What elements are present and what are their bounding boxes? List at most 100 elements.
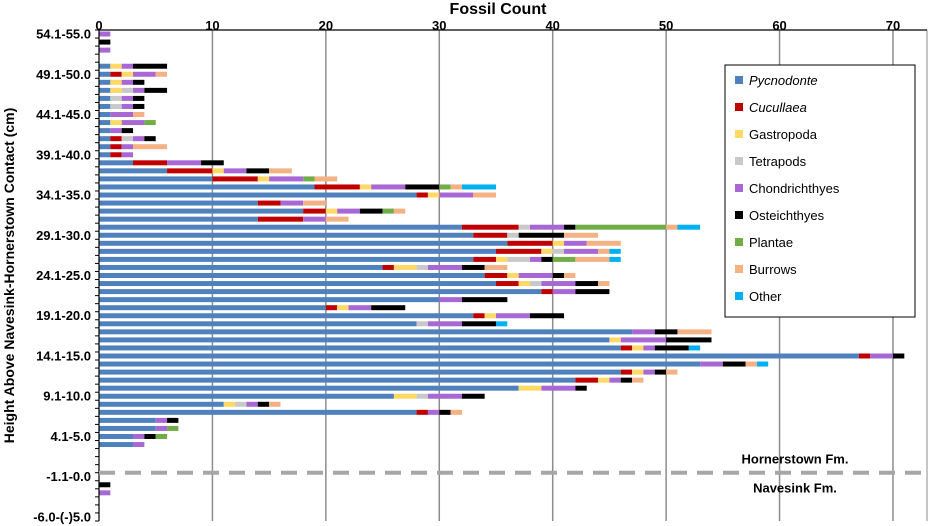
bar-segment-gastropoda [212,168,224,174]
bar-segment-pycnodonte [99,152,111,158]
bar-segment-burrows [666,224,678,230]
bar-segment-chondrichthyes [121,79,134,85]
bar-segment-pycnodonte [99,305,326,311]
bar-segment-osteichthyes [133,79,145,85]
bar-segment-osteichthyes [144,87,168,93]
legend-label: Osteichthyes [749,208,825,223]
bar-segment-osteichthyes [575,281,599,287]
x-tick-label: 30 [432,18,446,33]
bar-segment-cucullaea [416,409,428,415]
y-tick-label: 19.1-20.0 [36,308,91,323]
bar-segment-burrows [314,176,338,182]
stacked-bars [99,31,905,496]
bar-segment-pycnodonte [99,136,111,142]
bar-segment-chondrichthyes [427,321,462,327]
bar-segment-gastropoda [257,176,270,182]
bar-segment-other [756,361,769,367]
bar-segment-cucullaea [473,232,508,238]
bar-segment-osteichthyes [133,95,145,101]
bar-segment-gastropoda [223,401,236,407]
bar-segment-burrows [564,273,576,278]
bar-segment-burrows [677,329,712,335]
bar-segment-pycnodonte [99,168,168,174]
bar-segment-gastropoda [541,248,553,254]
y-axis-label: Height Above Navesink-Hornerstown Contac… [1,108,17,444]
bar-segment-osteichthyes [99,39,111,45]
hornerstown-label: Hornerstown Fm. [742,452,849,467]
bar-segment-chondrichthyes [99,31,111,37]
bar-segment-burrows [450,184,462,190]
legend-label: Pycnodonte [749,73,818,88]
bar-segment-burrows [598,248,610,254]
bar-segment-burrows [745,361,757,367]
bar-segment-chondrichthyes [552,289,576,295]
bar-segment-osteichthyes [654,345,689,351]
bar-segment-plantae [575,224,667,230]
bar-segment-cucullaea [473,313,485,319]
bar-segment-osteichthyes [530,313,565,319]
bar-segment-pycnodonte [99,393,394,399]
bar-segment-chondrichthyes [223,168,247,174]
bar-segment-other [688,345,701,351]
bar-segment-other [609,256,621,262]
bar-segment-pycnodonte [99,232,474,238]
bar-segment-chondrichthyes [439,297,462,303]
bar-segment-pycnodonte [99,442,134,448]
bar-segment-chondrichthyes [564,248,599,254]
bar-segment-burrows [666,369,678,375]
bar-segment-chondrichthyes [541,281,576,287]
bar-segment-osteichthyes [461,297,508,303]
bar-segment-pycnodonte [99,337,610,343]
bar-segment-pycnodonte [99,95,111,101]
bar-segment-osteichthyes [575,289,610,295]
bar-segment-gastropoda [609,337,621,343]
bar-segment-burrows [133,112,145,118]
bar-segment-pycnodonte [99,417,156,423]
bar-segment-osteichthyes [371,305,406,311]
navesink-label: Navesink Fm. [753,481,837,496]
bar-segment-osteichthyes [654,329,678,335]
bar-segment-osteichthyes [461,393,485,399]
bar-segment-cucullaea [620,369,633,375]
axes: 0 10 20 30 40 50 60 70 54.1-55.0 49.1-50.0 44.1-45… [33,18,927,524]
bar-segment-cucullaea [473,256,496,262]
bar-segment-osteichthyes [518,232,565,238]
bar-segment-osteichthyes [257,401,270,407]
bar-segment-pycnodonte [99,321,417,327]
bar-segment-chondrichthyes [133,442,145,448]
bar-segment-burrows [484,264,508,270]
bar-segment-pycnodonte [99,329,633,335]
bar-segment-pycnodonte [99,87,111,93]
bar-segment-chondrichthyes [121,152,134,158]
bar-segment-cucullaea [110,136,122,142]
bar-segment-chondrichthyes [337,208,360,214]
bar-segment-cucullaea [314,184,360,190]
bar-segment-cucullaea [257,200,281,206]
formation-contact: Hornerstown Fm. Navesink Fm. [99,452,927,496]
bar-segment-cucullaea [382,264,394,270]
bar-segment-osteichthyes [666,337,712,343]
bar-segment-pycnodonte [99,256,474,262]
bar-segment-cucullaea [541,289,553,295]
bar-segment-plantae [155,433,168,439]
legend: Pycnodonte Cucullaea Gastropoda Tetrapods Ch… [724,64,916,318]
bar-segment-osteichthyes [620,377,633,383]
x-tick-label: 40 [545,18,559,33]
x-tick-label: 0 [95,18,102,33]
legend-box [724,64,916,318]
bar-segment-cucullaea [495,248,542,254]
bar-segment-chondrichthyes [121,63,134,69]
legend-swatch [735,211,743,219]
bar-segment-cucullaea [416,192,428,198]
bar-segment-pycnodonte [99,248,496,254]
bar-segment-gastropoda [495,256,508,262]
bar-segment-cucullaea [484,273,508,278]
bar-segment-gastropoda [110,79,122,85]
bar-segment-cucullaea [110,152,122,158]
bar-segment-chondrichthyes [632,329,655,335]
x-tick-label: 10 [205,18,219,33]
bar-segment-plantae [303,176,315,182]
bar-segment-chondrichthyes [133,71,156,77]
x-tick-label: 70 [886,18,900,33]
bar-segment-pycnodonte [99,281,496,287]
